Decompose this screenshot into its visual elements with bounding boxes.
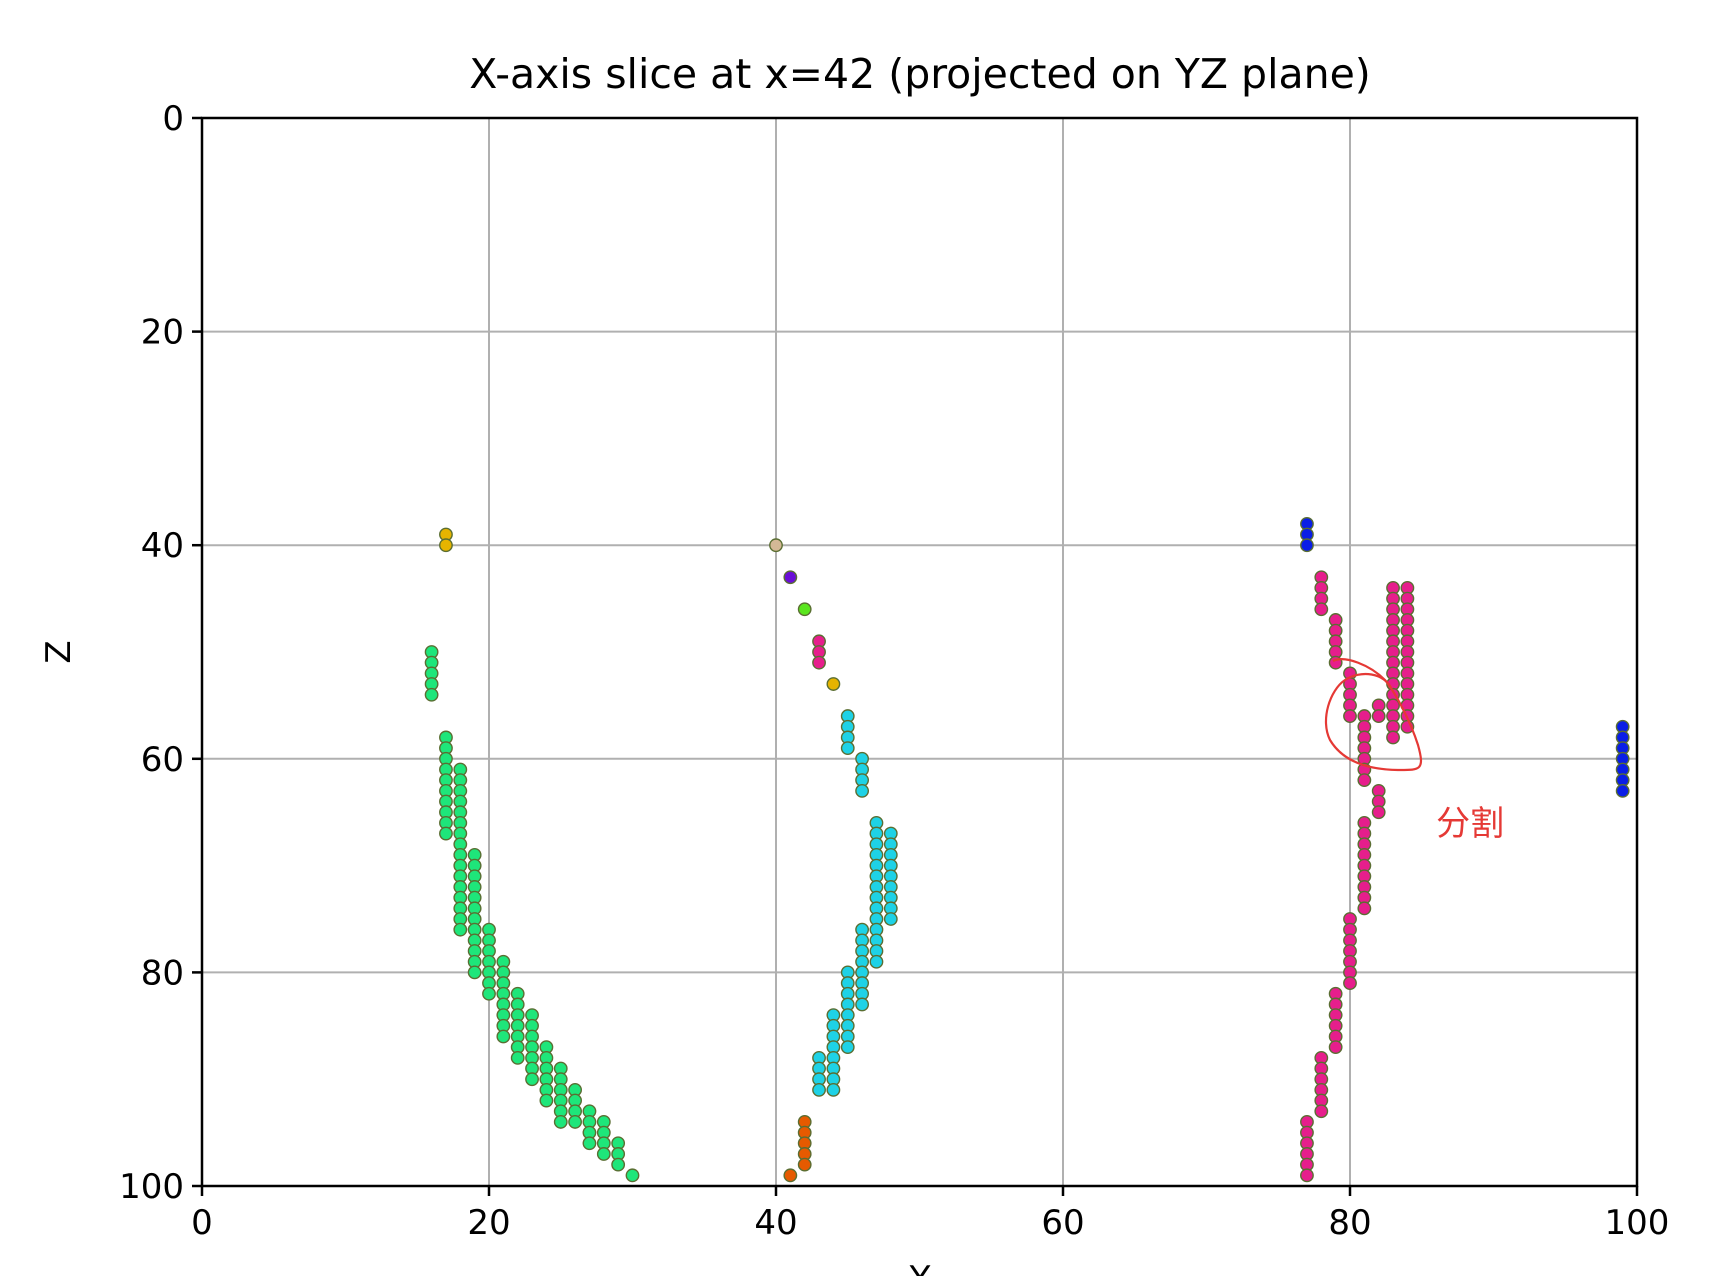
scatter-point [797, 602, 812, 617]
y-tick-label: 40 [141, 526, 184, 566]
x-axis-label: Y [909, 1259, 931, 1276]
x-axis-ticks: 0 20 40 60 80 100 [191, 1186, 1669, 1243]
scatter-point [869, 954, 884, 969]
scatter-point [611, 1157, 626, 1172]
scatter-point [553, 1115, 568, 1129]
scatter-point [539, 1093, 554, 1108]
chart-title: X-axis slice at x=42 (projected on YZ pl… [469, 50, 1371, 98]
x-tick-label: 40 [754, 1203, 797, 1243]
scatter-point [525, 1072, 539, 1087]
scatter-point [496, 1029, 511, 1044]
scatter-point [1371, 709, 1386, 723]
scatter-point [439, 826, 453, 841]
scatter-point [1357, 773, 1372, 788]
axes-frame [200, 116, 1639, 1188]
y-tick-label: 80 [141, 953, 184, 993]
y-tick-label: 60 [141, 740, 184, 780]
scatter-point [797, 1157, 812, 1172]
scatter-point [453, 922, 468, 937]
grid-lines [202, 118, 1637, 1186]
scatter-point [840, 741, 855, 756]
scatter-point [883, 912, 898, 926]
y-tick-label: 0 [162, 99, 184, 139]
scatter-point [568, 1115, 582, 1129]
x-tick-label: 20 [467, 1203, 510, 1243]
x-tick-label: 80 [1328, 1203, 1371, 1243]
y-tick-label: 20 [141, 313, 184, 353]
scatter-point [855, 997, 869, 1012]
scatter-point [783, 1168, 798, 1183]
x-tick-label: 60 [1041, 1203, 1084, 1243]
scatter-point [1357, 901, 1372, 916]
data-points [424, 516, 1630, 1183]
scatter-point [812, 655, 826, 670]
scatter-point [1343, 709, 1357, 723]
scatter-point [826, 1082, 841, 1097]
y-axis-ticks: 0 20 40 60 80 100 [119, 99, 202, 1207]
annotation-circle [1325, 658, 1423, 772]
annotation-text: 分割 [1436, 804, 1504, 844]
scatter-point [1371, 805, 1386, 820]
scatter-point [625, 1168, 640, 1183]
scatter-point [439, 538, 453, 553]
scatter-point [769, 538, 783, 553]
scatter-point [783, 570, 798, 585]
scatter-point [1314, 602, 1329, 617]
scatter-point [1386, 730, 1400, 745]
scatter-point [855, 783, 869, 798]
scatter-point [482, 986, 496, 1001]
scatter-point [1300, 538, 1314, 553]
scatter-point [1314, 1104, 1329, 1119]
y-tick-label: 100 [119, 1167, 184, 1207]
scatter-point [840, 1040, 855, 1055]
scatter-point [826, 677, 841, 691]
x-tick-label: 100 [1605, 1203, 1670, 1243]
scatter-point [1615, 783, 1630, 798]
y-axis-label: Z [39, 640, 79, 663]
scatter-point [1343, 976, 1357, 990]
scatter-point [467, 965, 482, 980]
scatter-point [510, 1050, 525, 1065]
scatter-point [424, 687, 439, 702]
scatter-point [1328, 1040, 1343, 1055]
x-tick-label: 0 [191, 1203, 213, 1243]
scatter-point [812, 1082, 826, 1097]
scatter-point [596, 1147, 611, 1161]
scatter-point [582, 1136, 597, 1151]
scatter-point [1300, 1168, 1314, 1183]
